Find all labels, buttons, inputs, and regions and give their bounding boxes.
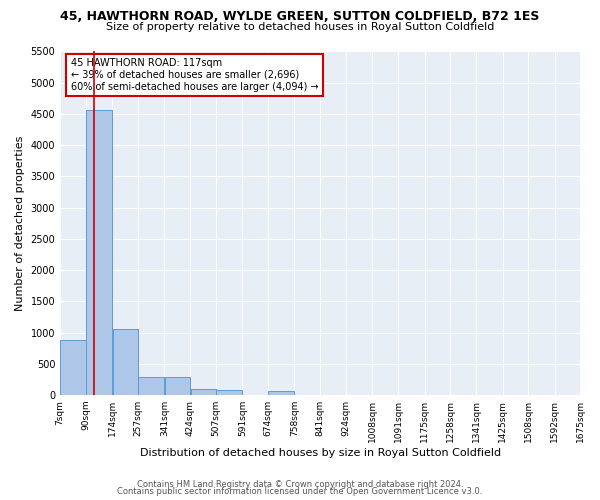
- Bar: [217, 390, 242, 395]
- Bar: [86, 110, 112, 395]
- Text: Contains HM Land Registry data © Crown copyright and database right 2024.: Contains HM Land Registry data © Crown c…: [137, 480, 463, 489]
- Text: 45 HAWTHORN ROAD: 117sqm
← 39% of detached houses are smaller (2,696)
60% of sem: 45 HAWTHORN ROAD: 117sqm ← 39% of detach…: [71, 58, 318, 92]
- Bar: [268, 390, 294, 395]
- Bar: [139, 377, 164, 395]
- Y-axis label: Number of detached properties: Number of detached properties: [15, 136, 25, 311]
- Text: 45, HAWTHORN ROAD, WYLDE GREEN, SUTTON COLDFIELD, B72 1ES: 45, HAWTHORN ROAD, WYLDE GREEN, SUTTON C…: [61, 10, 539, 23]
- Bar: [61, 340, 86, 395]
- X-axis label: Distribution of detached houses by size in Royal Sutton Coldfield: Distribution of detached houses by size …: [140, 448, 501, 458]
- Bar: [113, 329, 138, 395]
- Text: Size of property relative to detached houses in Royal Sutton Coldfield: Size of property relative to detached ho…: [106, 22, 494, 32]
- Text: Contains public sector information licensed under the Open Government Licence v3: Contains public sector information licen…: [118, 487, 482, 496]
- Bar: [164, 377, 190, 395]
- Bar: [191, 390, 216, 395]
